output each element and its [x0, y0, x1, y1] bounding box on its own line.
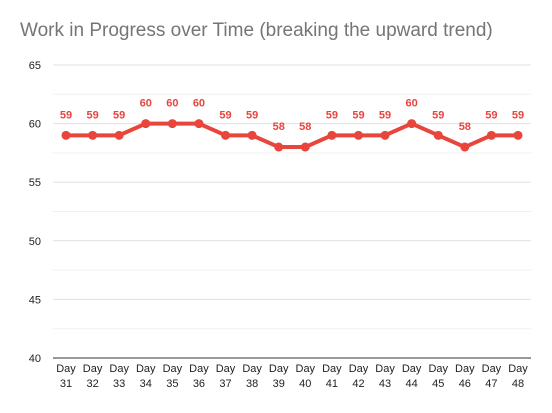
x-tick-label: Day 40: [296, 363, 316, 390]
chart-title: Work in Progress over Time (breaking the…: [20, 20, 493, 41]
x-tick-label: Day 32: [83, 363, 103, 390]
x-tick-label: Day 45: [428, 363, 448, 390]
data-label: 60: [166, 98, 178, 110]
series-line: [66, 121, 518, 150]
data-label: 59: [219, 109, 231, 121]
data-label: 60: [406, 98, 418, 110]
data-label: 59: [512, 109, 524, 121]
data-label: 58: [273, 121, 285, 133]
data-point: [88, 130, 98, 140]
x-tick-label: Day 38: [242, 363, 262, 390]
y-axis-ticks: 40 45 50 55 60 65: [29, 60, 41, 365]
x-tick-label: Day 48: [508, 363, 528, 390]
data-point: [61, 130, 71, 140]
data-label: 59: [86, 109, 98, 121]
x-axis-ticks: Day 31 Day 32 Day 33 Day 34 Day 35 Day 36 Day 37 Day 38…: [56, 363, 528, 390]
data-point: [327, 130, 337, 140]
data-point: [300, 142, 310, 152]
x-tick-label: Day 36: [189, 363, 209, 390]
data-label: 59: [326, 109, 338, 121]
x-tick-label: Day 43: [375, 363, 395, 390]
y-tick-label: 55: [29, 177, 41, 189]
data-point: [407, 119, 417, 129]
x-tick-label: Day 33: [109, 363, 129, 390]
x-tick-label: Day 37: [216, 363, 236, 390]
gridlines: [53, 64, 531, 330]
data-label: 60: [193, 98, 205, 110]
data-point: [380, 130, 390, 140]
data-label: 59: [246, 109, 258, 121]
x-tick-label: Day 41: [322, 363, 342, 390]
data-point: [433, 130, 443, 140]
x-tick-label: Day 34: [136, 363, 156, 390]
data-point: [194, 119, 204, 129]
data-point: [486, 130, 496, 140]
data-label: 60: [140, 98, 152, 110]
y-tick-label: 50: [29, 236, 41, 248]
y-tick-label: 45: [29, 294, 41, 306]
data-point: [141, 119, 151, 129]
data-label: 59: [113, 109, 125, 121]
x-tick-label: Day 46: [455, 363, 475, 390]
data-point: [353, 130, 363, 140]
data-label: 59: [485, 109, 497, 121]
y-tick-label: 60: [29, 119, 41, 131]
data-points: [61, 119, 523, 152]
data-point: [167, 119, 177, 129]
x-tick-label: Day 42: [349, 363, 369, 390]
data-label: 58: [459, 121, 471, 133]
x-tick-label: Day 31: [56, 363, 76, 390]
data-point: [274, 142, 284, 152]
data-point: [221, 130, 231, 140]
data-label: 59: [379, 109, 391, 121]
data-label: 59: [432, 109, 444, 121]
data-point: [114, 130, 124, 140]
data-point: [247, 130, 257, 140]
x-tick-label: Day 47: [482, 363, 502, 390]
data-labels: 59 59 59 60 60 60 59 59 58 58 59 59 59 60 59 58 59 59: [60, 98, 524, 133]
x-tick-label: Day 39: [269, 363, 289, 390]
data-label: 59: [352, 109, 364, 121]
data-label: 59: [60, 109, 72, 121]
y-tick-label: 65: [29, 60, 41, 72]
data-point: [513, 130, 523, 140]
data-point: [460, 142, 470, 152]
y-tick-label: 40: [29, 353, 41, 365]
x-tick-label: Day 44: [402, 363, 422, 390]
x-tick-label: Day 35: [163, 363, 183, 390]
data-label: 58: [299, 121, 311, 133]
